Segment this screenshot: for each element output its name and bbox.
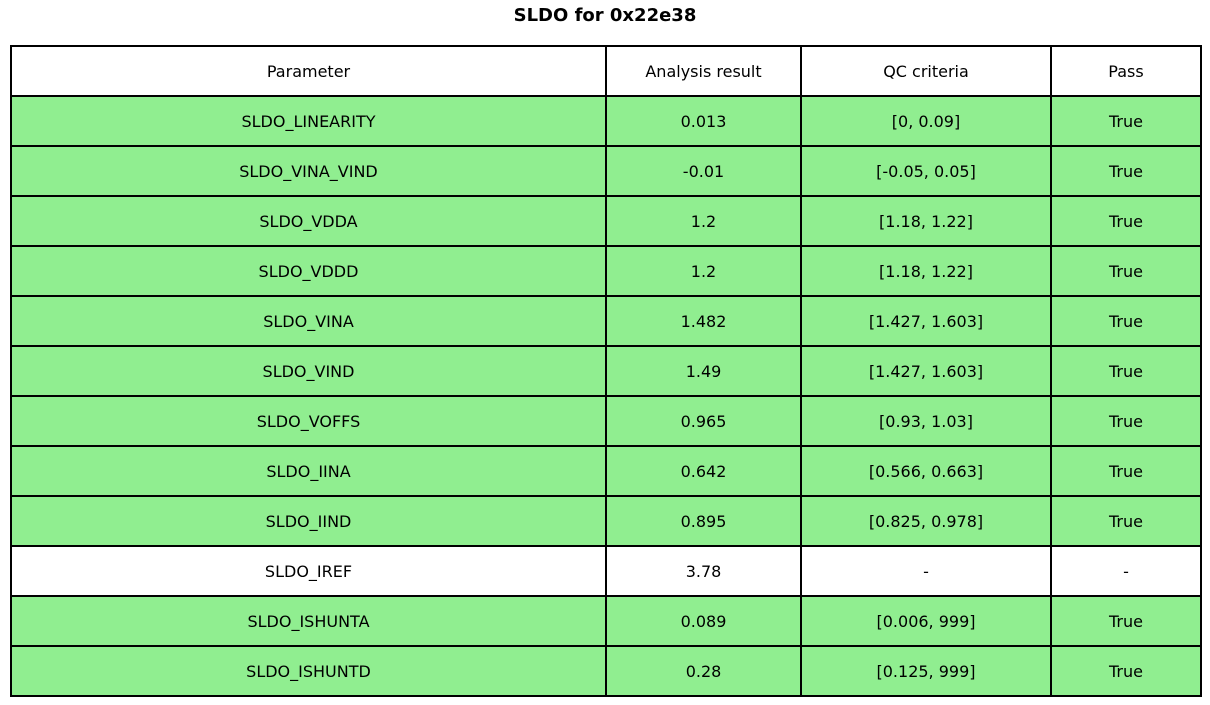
cell-qc-criteria: [1.427, 1.603] xyxy=(800,345,1052,397)
table-row: SLDO_VDDA 1.2 [1.18, 1.22] True xyxy=(10,195,1202,247)
cell-qc-criteria: [1.427, 1.603] xyxy=(800,295,1052,347)
cell-pass: - xyxy=(1050,545,1202,597)
table-row: SLDO_IIND 0.895 [0.825, 0.978] True xyxy=(10,495,1202,547)
cell-qc-criteria: [-0.05, 0.05] xyxy=(800,145,1052,197)
cell-pass: True xyxy=(1050,345,1202,397)
cell-parameter: SLDO_VOFFS xyxy=(10,395,607,447)
cell-qc-criteria: [0.566, 0.663] xyxy=(800,445,1052,497)
cell-parameter: SLDO_IREF xyxy=(10,545,607,597)
cell-pass: True xyxy=(1050,295,1202,347)
cell-pass: True xyxy=(1050,595,1202,647)
cell-analysis-result: 0.965 xyxy=(605,395,802,447)
cell-qc-criteria: [0.93, 1.03] xyxy=(800,395,1052,447)
table-row: SLDO_IINA 0.642 [0.566, 0.663] True xyxy=(10,445,1202,497)
cell-qc-criteria: [1.18, 1.22] xyxy=(800,195,1052,247)
cell-parameter: SLDO_ISHUNTA xyxy=(10,595,607,647)
cell-analysis-result: 3.78 xyxy=(605,545,802,597)
column-header-analysis-result: Analysis result xyxy=(605,45,802,97)
table-row: SLDO_VDDD 1.2 [1.18, 1.22] True xyxy=(10,245,1202,297)
page-title: SLDO for 0x22e38 xyxy=(513,5,697,26)
cell-parameter: SLDO_IIND xyxy=(10,495,607,547)
table-row: SLDO_ISHUNTD 0.28 [0.125, 999] True xyxy=(10,645,1202,697)
table-row: SLDO_VIND 1.49 [1.427, 1.603] True xyxy=(10,345,1202,397)
column-header-pass: Pass xyxy=(1050,45,1202,97)
cell-parameter: SLDO_IINA xyxy=(10,445,607,497)
cell-qc-criteria: [0.006, 999] xyxy=(800,595,1052,647)
column-header-parameter: Parameter xyxy=(10,45,607,97)
cell-qc-criteria: [0.825, 0.978] xyxy=(800,495,1052,547)
cell-pass: True xyxy=(1050,445,1202,497)
cell-analysis-result: 0.642 xyxy=(605,445,802,497)
cell-pass: True xyxy=(1050,95,1202,147)
qc-results-table: Parameter Analysis result QC criteria Pa… xyxy=(10,45,1202,697)
cell-pass: True xyxy=(1050,645,1202,697)
table-row: SLDO_VINA 1.482 [1.427, 1.603] True xyxy=(10,295,1202,347)
cell-analysis-result: 1.49 xyxy=(605,345,802,397)
column-header-qc-criteria: QC criteria xyxy=(800,45,1052,97)
cell-analysis-result: 0.089 xyxy=(605,595,802,647)
cell-analysis-result: 0.28 xyxy=(605,645,802,697)
cell-qc-criteria: [1.18, 1.22] xyxy=(800,245,1052,297)
cell-pass: True xyxy=(1050,395,1202,447)
cell-analysis-result: 1.2 xyxy=(605,195,802,247)
cell-analysis-result: -0.01 xyxy=(605,145,802,197)
cell-parameter: SLDO_VDDA xyxy=(10,195,607,247)
cell-parameter: SLDO_VDDD xyxy=(10,245,607,297)
header-row: Parameter Analysis result QC criteria Pa… xyxy=(10,45,1202,97)
table-body: SLDO_LINEARITY 0.013 [0, 0.09] True SLDO_VIN… xyxy=(10,95,1202,697)
cell-pass: True xyxy=(1050,195,1202,247)
cell-qc-criteria: - xyxy=(800,545,1052,597)
table-row: SLDO_VOFFS 0.965 [0.93, 1.03] True xyxy=(10,395,1202,447)
cell-analysis-result: 0.895 xyxy=(605,495,802,547)
cell-pass: True xyxy=(1050,245,1202,297)
cell-parameter: SLDO_LINEARITY xyxy=(10,95,607,147)
table-row: SLDO_IREF 3.78- - xyxy=(10,545,1202,597)
table-row: SLDO_LINEARITY 0.013 [0, 0.09] True xyxy=(10,95,1202,147)
cell-analysis-result: 0.013 xyxy=(605,95,802,147)
cell-parameter: SLDO_VIND xyxy=(10,345,607,397)
table-row: SLDO_ISHUNTA 0.089 [0.006, 999] True xyxy=(10,595,1202,647)
cell-analysis-result: 1.2 xyxy=(605,245,802,297)
cell-parameter: SLDO_VINA_VIND xyxy=(10,145,607,197)
cell-parameter: SLDO_ISHUNTD xyxy=(10,645,607,697)
table-row: SLDO_VINA_VIND -0.01 [-0.05, 0.05] True xyxy=(10,145,1202,197)
cell-pass: True xyxy=(1050,145,1202,197)
cell-qc-criteria: [0, 0.09] xyxy=(800,95,1052,147)
cell-pass: True xyxy=(1050,495,1202,547)
cell-parameter: SLDO_VINA xyxy=(10,295,607,347)
cell-analysis-result: 1.482 xyxy=(605,295,802,347)
cell-qc-criteria: [0.125, 999] xyxy=(800,645,1052,697)
